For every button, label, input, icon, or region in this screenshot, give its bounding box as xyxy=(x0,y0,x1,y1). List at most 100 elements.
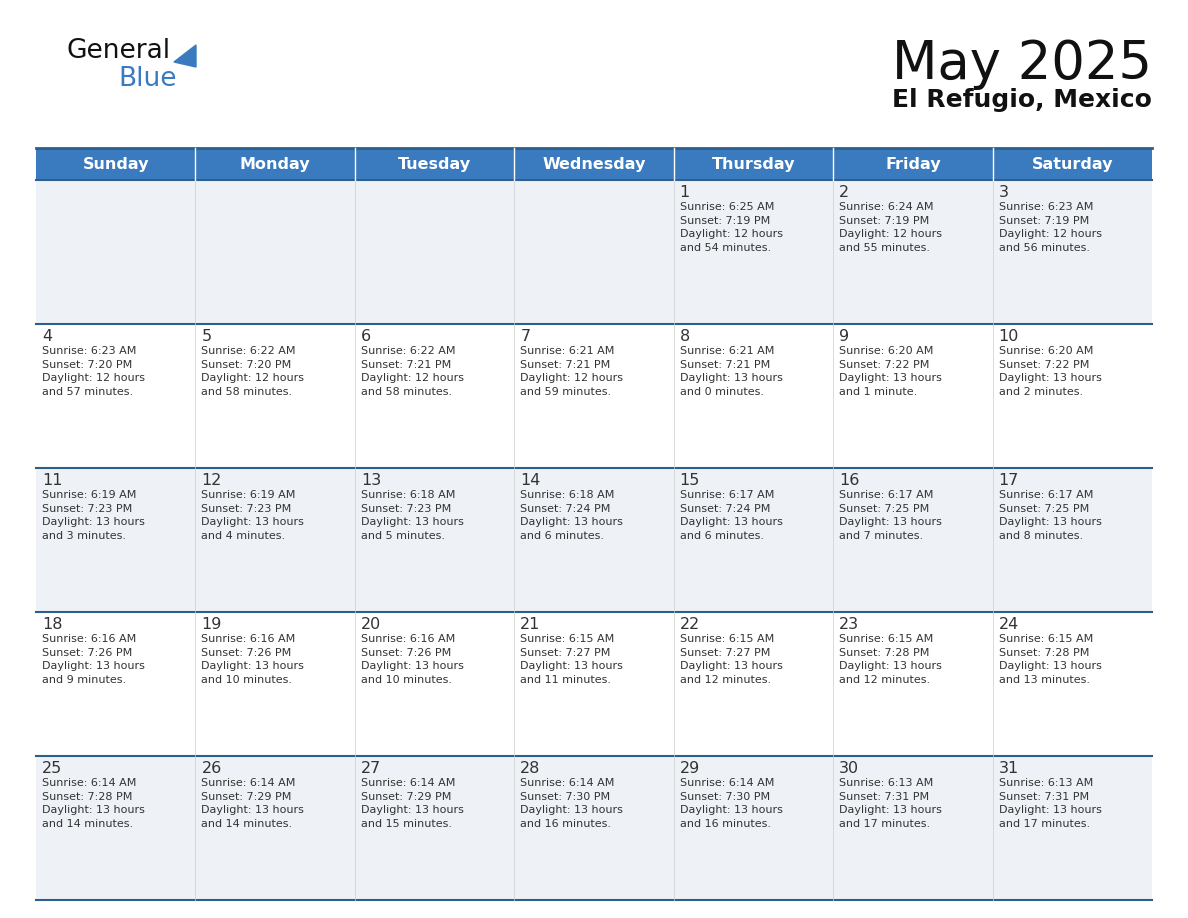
Bar xyxy=(355,612,514,756)
Text: Sunrise: 6:15 AM
Sunset: 7:28 PM
Daylight: 13 hours
and 12 minutes.: Sunrise: 6:15 AM Sunset: 7:28 PM Dayligh… xyxy=(839,634,942,685)
Text: 7: 7 xyxy=(520,329,530,344)
Text: 22: 22 xyxy=(680,617,700,632)
Text: Sunrise: 6:17 AM
Sunset: 7:25 PM
Daylight: 13 hours
and 7 minutes.: Sunrise: 6:17 AM Sunset: 7:25 PM Dayligh… xyxy=(839,490,942,541)
Text: 3: 3 xyxy=(999,185,1009,200)
Text: Sunrise: 6:24 AM
Sunset: 7:19 PM
Daylight: 12 hours
and 55 minutes.: Sunrise: 6:24 AM Sunset: 7:19 PM Dayligh… xyxy=(839,202,942,252)
Text: Sunrise: 6:15 AM
Sunset: 7:27 PM
Daylight: 13 hours
and 12 minutes.: Sunrise: 6:15 AM Sunset: 7:27 PM Dayligh… xyxy=(680,634,783,685)
Text: Sunrise: 6:19 AM
Sunset: 7:23 PM
Daylight: 13 hours
and 4 minutes.: Sunrise: 6:19 AM Sunset: 7:23 PM Dayligh… xyxy=(202,490,304,541)
Text: 23: 23 xyxy=(839,617,859,632)
Text: Sunday: Sunday xyxy=(82,156,148,172)
Text: 11: 11 xyxy=(42,473,63,488)
Text: Sunrise: 6:19 AM
Sunset: 7:23 PM
Daylight: 13 hours
and 3 minutes.: Sunrise: 6:19 AM Sunset: 7:23 PM Dayligh… xyxy=(42,490,145,541)
Text: Sunrise: 6:22 AM
Sunset: 7:20 PM
Daylight: 12 hours
and 58 minutes.: Sunrise: 6:22 AM Sunset: 7:20 PM Dayligh… xyxy=(202,346,304,397)
Text: 16: 16 xyxy=(839,473,859,488)
Text: Sunrise: 6:13 AM
Sunset: 7:31 PM
Daylight: 13 hours
and 17 minutes.: Sunrise: 6:13 AM Sunset: 7:31 PM Dayligh… xyxy=(839,778,942,829)
Text: Sunrise: 6:14 AM
Sunset: 7:29 PM
Daylight: 13 hours
and 15 minutes.: Sunrise: 6:14 AM Sunset: 7:29 PM Dayligh… xyxy=(361,778,463,829)
Text: 1: 1 xyxy=(680,185,690,200)
Text: Sunrise: 6:14 AM
Sunset: 7:30 PM
Daylight: 13 hours
and 16 minutes.: Sunrise: 6:14 AM Sunset: 7:30 PM Dayligh… xyxy=(680,778,783,829)
Text: El Refugio, Mexico: El Refugio, Mexico xyxy=(892,88,1152,112)
Text: 21: 21 xyxy=(520,617,541,632)
Text: 15: 15 xyxy=(680,473,700,488)
Text: Sunrise: 6:18 AM
Sunset: 7:24 PM
Daylight: 13 hours
and 6 minutes.: Sunrise: 6:18 AM Sunset: 7:24 PM Dayligh… xyxy=(520,490,624,541)
Text: 24: 24 xyxy=(999,617,1019,632)
Text: 20: 20 xyxy=(361,617,381,632)
Text: Sunrise: 6:14 AM
Sunset: 7:30 PM
Daylight: 13 hours
and 16 minutes.: Sunrise: 6:14 AM Sunset: 7:30 PM Dayligh… xyxy=(520,778,624,829)
Text: 10: 10 xyxy=(999,329,1019,344)
Text: 18: 18 xyxy=(42,617,63,632)
Text: Sunrise: 6:15 AM
Sunset: 7:27 PM
Daylight: 13 hours
and 11 minutes.: Sunrise: 6:15 AM Sunset: 7:27 PM Dayligh… xyxy=(520,634,624,685)
Text: 19: 19 xyxy=(202,617,222,632)
Bar xyxy=(196,180,355,324)
Bar xyxy=(833,324,992,468)
Bar xyxy=(514,468,674,612)
Bar xyxy=(674,468,833,612)
Bar xyxy=(36,468,196,612)
Text: 31: 31 xyxy=(999,761,1019,776)
Text: Sunrise: 6:21 AM
Sunset: 7:21 PM
Daylight: 12 hours
and 59 minutes.: Sunrise: 6:21 AM Sunset: 7:21 PM Dayligh… xyxy=(520,346,624,397)
Bar xyxy=(355,468,514,612)
Text: Sunrise: 6:15 AM
Sunset: 7:28 PM
Daylight: 13 hours
and 13 minutes.: Sunrise: 6:15 AM Sunset: 7:28 PM Dayligh… xyxy=(999,634,1101,685)
Text: Sunrise: 6:25 AM
Sunset: 7:19 PM
Daylight: 12 hours
and 54 minutes.: Sunrise: 6:25 AM Sunset: 7:19 PM Dayligh… xyxy=(680,202,783,252)
Bar xyxy=(992,324,1152,468)
Bar xyxy=(355,756,514,900)
Text: 28: 28 xyxy=(520,761,541,776)
Bar xyxy=(514,180,674,324)
Bar xyxy=(196,468,355,612)
Bar xyxy=(992,756,1152,900)
Text: 30: 30 xyxy=(839,761,859,776)
Bar xyxy=(196,612,355,756)
Bar xyxy=(992,148,1152,180)
Bar xyxy=(674,756,833,900)
Text: 29: 29 xyxy=(680,761,700,776)
Text: Sunrise: 6:23 AM
Sunset: 7:19 PM
Daylight: 12 hours
and 56 minutes.: Sunrise: 6:23 AM Sunset: 7:19 PM Dayligh… xyxy=(999,202,1101,252)
Polygon shape xyxy=(173,45,196,67)
Bar xyxy=(36,180,196,324)
Text: May 2025: May 2025 xyxy=(892,38,1152,90)
Text: Thursday: Thursday xyxy=(712,156,795,172)
Bar xyxy=(196,148,355,180)
Text: Sunrise: 6:20 AM
Sunset: 7:22 PM
Daylight: 13 hours
and 2 minutes.: Sunrise: 6:20 AM Sunset: 7:22 PM Dayligh… xyxy=(999,346,1101,397)
Bar xyxy=(674,180,833,324)
Text: Sunrise: 6:13 AM
Sunset: 7:31 PM
Daylight: 13 hours
and 17 minutes.: Sunrise: 6:13 AM Sunset: 7:31 PM Dayligh… xyxy=(999,778,1101,829)
Text: Sunrise: 6:16 AM
Sunset: 7:26 PM
Daylight: 13 hours
and 10 minutes.: Sunrise: 6:16 AM Sunset: 7:26 PM Dayligh… xyxy=(202,634,304,685)
Text: Sunrise: 6:17 AM
Sunset: 7:25 PM
Daylight: 13 hours
and 8 minutes.: Sunrise: 6:17 AM Sunset: 7:25 PM Dayligh… xyxy=(999,490,1101,541)
Bar xyxy=(196,324,355,468)
Text: Monday: Monday xyxy=(240,156,310,172)
Text: Sunrise: 6:17 AM
Sunset: 7:24 PM
Daylight: 13 hours
and 6 minutes.: Sunrise: 6:17 AM Sunset: 7:24 PM Dayligh… xyxy=(680,490,783,541)
Text: Sunrise: 6:18 AM
Sunset: 7:23 PM
Daylight: 13 hours
and 5 minutes.: Sunrise: 6:18 AM Sunset: 7:23 PM Dayligh… xyxy=(361,490,463,541)
Text: 26: 26 xyxy=(202,761,222,776)
Bar xyxy=(36,148,196,180)
Bar xyxy=(674,324,833,468)
Text: 13: 13 xyxy=(361,473,381,488)
Bar xyxy=(514,756,674,900)
Text: Saturday: Saturday xyxy=(1031,156,1113,172)
Text: 27: 27 xyxy=(361,761,381,776)
Text: Sunrise: 6:16 AM
Sunset: 7:26 PM
Daylight: 13 hours
and 9 minutes.: Sunrise: 6:16 AM Sunset: 7:26 PM Dayligh… xyxy=(42,634,145,685)
Text: Sunrise: 6:22 AM
Sunset: 7:21 PM
Daylight: 12 hours
and 58 minutes.: Sunrise: 6:22 AM Sunset: 7:21 PM Dayligh… xyxy=(361,346,463,397)
Bar xyxy=(833,756,992,900)
Bar xyxy=(36,324,196,468)
Bar xyxy=(514,612,674,756)
Bar xyxy=(36,612,196,756)
Text: Sunrise: 6:16 AM
Sunset: 7:26 PM
Daylight: 13 hours
and 10 minutes.: Sunrise: 6:16 AM Sunset: 7:26 PM Dayligh… xyxy=(361,634,463,685)
Text: 8: 8 xyxy=(680,329,690,344)
Bar xyxy=(674,148,833,180)
Bar xyxy=(833,468,992,612)
Text: Tuesday: Tuesday xyxy=(398,156,472,172)
Text: 17: 17 xyxy=(999,473,1019,488)
Bar xyxy=(514,148,674,180)
Bar xyxy=(833,148,992,180)
Text: Sunrise: 6:21 AM
Sunset: 7:21 PM
Daylight: 13 hours
and 0 minutes.: Sunrise: 6:21 AM Sunset: 7:21 PM Dayligh… xyxy=(680,346,783,397)
Bar xyxy=(992,180,1152,324)
Text: Sunrise: 6:20 AM
Sunset: 7:22 PM
Daylight: 13 hours
and 1 minute.: Sunrise: 6:20 AM Sunset: 7:22 PM Dayligh… xyxy=(839,346,942,397)
Text: Friday: Friday xyxy=(885,156,941,172)
Bar xyxy=(992,468,1152,612)
Text: 14: 14 xyxy=(520,473,541,488)
Text: Sunrise: 6:14 AM
Sunset: 7:29 PM
Daylight: 13 hours
and 14 minutes.: Sunrise: 6:14 AM Sunset: 7:29 PM Dayligh… xyxy=(202,778,304,829)
Bar xyxy=(196,756,355,900)
Bar xyxy=(674,612,833,756)
Bar xyxy=(992,612,1152,756)
Bar xyxy=(833,180,992,324)
Text: 4: 4 xyxy=(42,329,52,344)
Text: 6: 6 xyxy=(361,329,371,344)
